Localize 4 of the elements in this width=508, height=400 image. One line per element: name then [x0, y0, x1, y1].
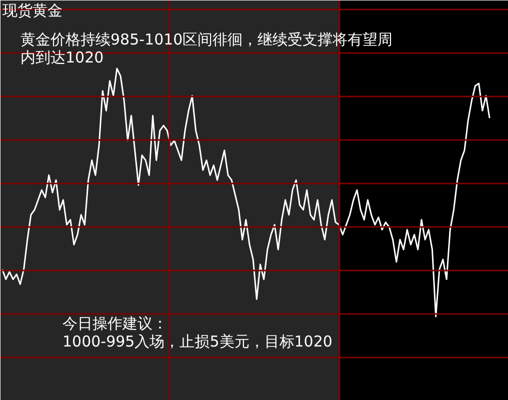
- text: 1000-995入场，止损5美元，目标1020: [62, 332, 332, 350]
- chart-title: 现货黄金: [2, 2, 62, 20]
- chart-subtitle: 黄金价格持续985-1010区间徘徊，继续受支撑将有望周内到达1020: [20, 30, 393, 66]
- annotation: 今日操作建议：: [62, 314, 168, 332]
